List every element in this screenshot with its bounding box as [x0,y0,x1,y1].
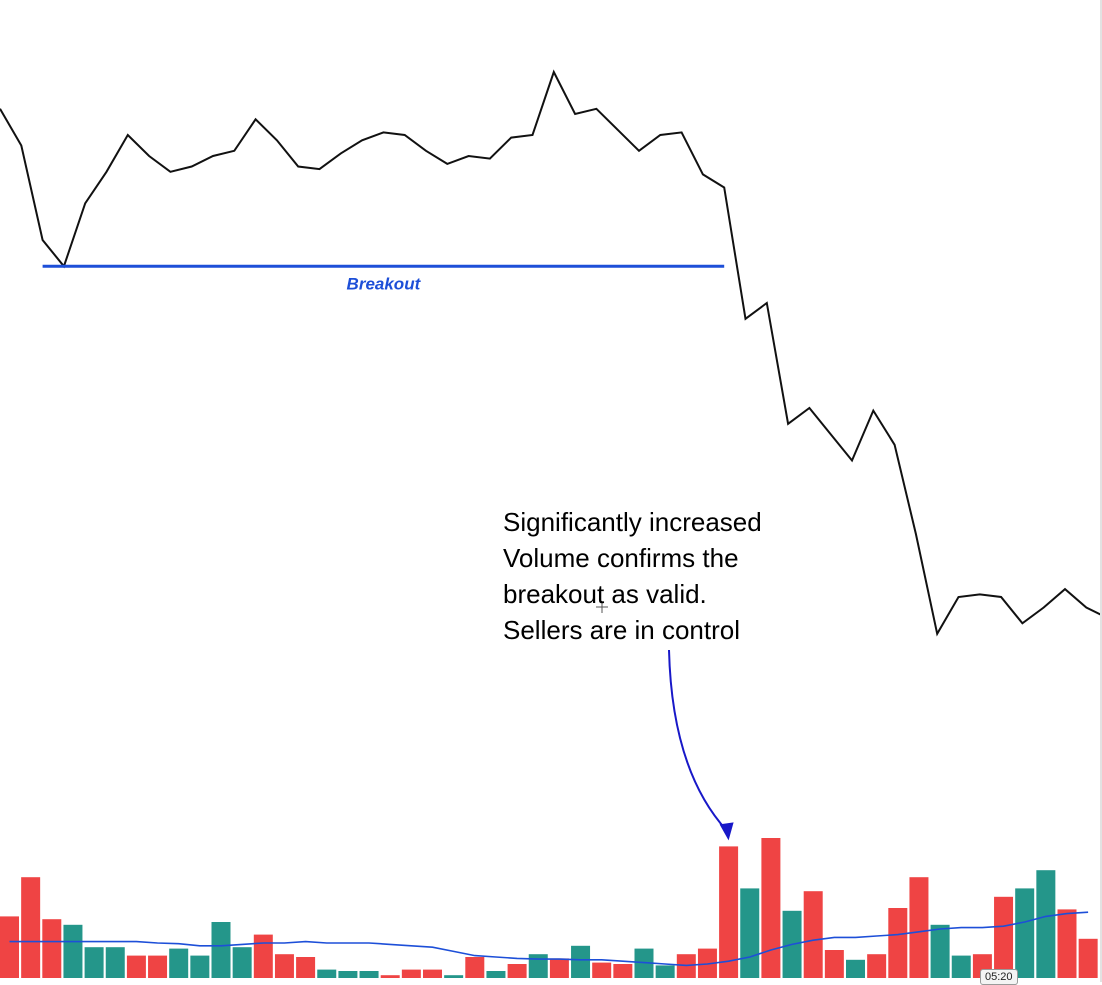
volume-bar [169,948,189,978]
time-badge: 05:20 [980,969,1018,985]
volume-bar [1078,938,1098,978]
volume-bar [592,962,612,978]
volume-bar [296,957,316,978]
volume-bar [253,934,273,978]
volume-bar [401,969,421,978]
volume-bar [359,971,379,978]
volume-bar [0,916,19,978]
volume-bar [1036,870,1056,978]
volume-bar [507,964,527,978]
volume-bar [380,975,400,978]
volume-bar [803,891,823,978]
volume-bar [465,957,485,978]
breakout-label: Breakout [347,274,422,293]
volume-bar [909,877,929,978]
volume-bar [190,955,210,978]
volume-bar [338,971,358,978]
volume-bar [42,919,62,978]
chart-right-edge [1100,0,1102,982]
volume-bar [211,922,231,978]
volume-bar [846,959,865,978]
volume-annotation-text: Significantly increased Volume confirms … [503,507,762,645]
price-line [0,69,1102,637]
volume-bar [740,888,760,978]
volume-bar [867,954,887,978]
volume-bar [84,947,104,978]
volume-bar [761,838,781,978]
volume-bar [486,971,506,978]
volume-bar [126,955,146,978]
volume-bar [232,947,252,978]
volume-bar [423,969,442,978]
volume-bar [951,955,971,978]
volume-bar [824,950,844,978]
volume-bar [274,954,294,978]
volume-bar [148,955,168,978]
volume-bar [21,877,41,978]
annotation-arrowhead [719,822,734,841]
volume-bar [888,908,908,978]
volume-bar [549,958,569,978]
volume-bar [444,975,464,978]
volume-bar [930,924,950,978]
volume-bar [528,954,548,978]
volume-bar [63,924,83,978]
annotation-arrow-line [668,649,728,832]
volume-bar [613,964,633,978]
volume-bar [1057,909,1077,978]
volume-bar [105,947,125,978]
volume-bar [571,945,591,978]
volume-bar [719,846,739,978]
volume-bar [655,965,675,978]
volume-bar [317,969,337,978]
volume-bar [994,896,1014,978]
volume-moving-average-line [9,911,1089,967]
volume-bar [1015,888,1035,978]
